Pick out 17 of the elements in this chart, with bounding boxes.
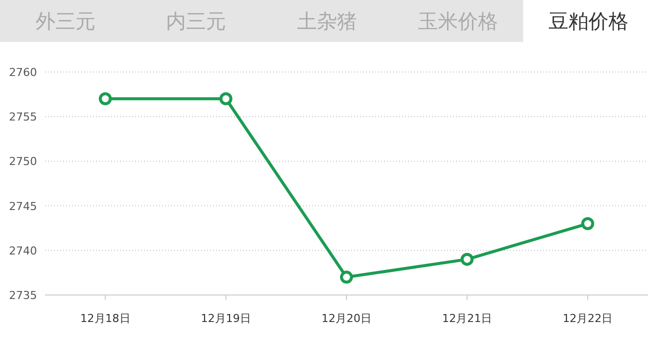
x-tick-label: 12月18日 [80, 312, 130, 325]
y-tick-label: 2755 [9, 110, 37, 124]
x-tick-label: 12月21日 [442, 312, 492, 325]
y-tick-label: 2735 [9, 289, 37, 302]
x-tick-label: 12月19日 [200, 312, 251, 325]
x-tick-label: 12月22日 [562, 312, 613, 325]
y-tick-label: 2745 [9, 200, 37, 213]
point [581, 217, 594, 230]
x-tick-label: 12月20日 [322, 312, 372, 325]
point [98, 92, 112, 106]
chart-title: 豆粕价格 [548, 9, 629, 33]
y-tick-label: 2750 [9, 155, 37, 168]
y-tick-label: 2740 [9, 244, 37, 258]
y-tick-label: 2760 [9, 66, 37, 79]
point [219, 92, 232, 106]
point [340, 270, 353, 284]
point [460, 252, 474, 266]
